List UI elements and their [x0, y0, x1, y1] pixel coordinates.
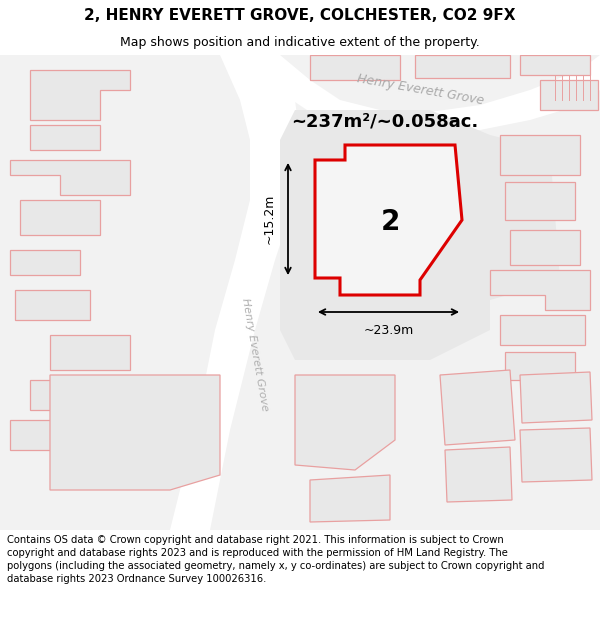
Text: 2, HENRY EVERETT GROVE, COLCHESTER, CO2 9FX: 2, HENRY EVERETT GROVE, COLCHESTER, CO2 … — [84, 8, 516, 23]
Polygon shape — [540, 80, 598, 110]
Polygon shape — [15, 290, 90, 320]
Polygon shape — [30, 125, 100, 150]
Polygon shape — [30, 70, 130, 120]
Text: ~15.2m: ~15.2m — [263, 194, 276, 244]
Polygon shape — [445, 447, 512, 502]
Polygon shape — [170, 55, 300, 530]
Polygon shape — [510, 230, 580, 265]
Text: ~23.9m: ~23.9m — [364, 324, 413, 337]
Polygon shape — [295, 375, 395, 470]
Polygon shape — [500, 135, 580, 175]
Polygon shape — [310, 475, 390, 522]
Polygon shape — [50, 335, 130, 370]
Polygon shape — [60, 455, 150, 485]
Text: Contains OS data © Crown copyright and database right 2021. This information is : Contains OS data © Crown copyright and d… — [7, 535, 545, 584]
Text: 2: 2 — [380, 208, 400, 236]
Polygon shape — [315, 145, 462, 295]
Polygon shape — [10, 250, 80, 275]
Polygon shape — [10, 420, 80, 450]
Polygon shape — [415, 55, 510, 78]
Polygon shape — [520, 372, 592, 423]
Polygon shape — [490, 135, 560, 300]
Polygon shape — [230, 55, 600, 135]
Polygon shape — [30, 380, 120, 410]
Text: ~237m²/~0.058ac.: ~237m²/~0.058ac. — [292, 113, 479, 131]
Text: Map shows position and indicative extent of the property.: Map shows position and indicative extent… — [120, 36, 480, 49]
Polygon shape — [500, 315, 585, 345]
Polygon shape — [310, 55, 400, 80]
Polygon shape — [50, 375, 220, 490]
Text: Henry Everett Grove: Henry Everett Grove — [240, 298, 270, 412]
Polygon shape — [520, 428, 592, 482]
Polygon shape — [10, 160, 130, 195]
Polygon shape — [520, 55, 590, 75]
Text: Henry Everett Grove: Henry Everett Grove — [356, 72, 484, 107]
Polygon shape — [280, 110, 490, 360]
Polygon shape — [490, 270, 590, 310]
Polygon shape — [505, 182, 575, 220]
Polygon shape — [20, 200, 100, 235]
Polygon shape — [440, 370, 515, 445]
Polygon shape — [505, 352, 575, 380]
